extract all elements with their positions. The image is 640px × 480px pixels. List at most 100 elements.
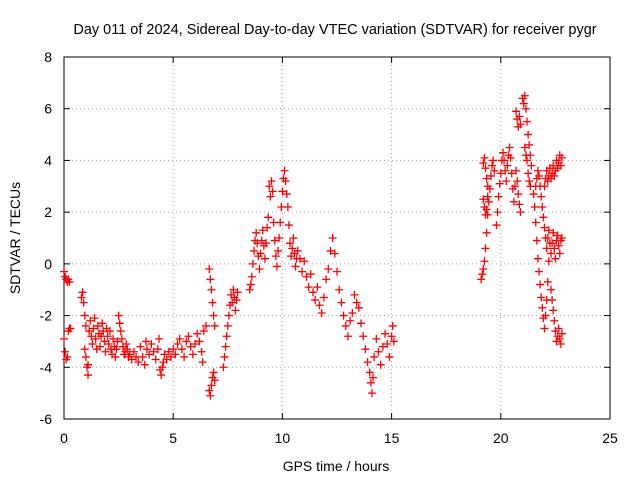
y-tick-label: -4 (40, 359, 53, 375)
data-point (266, 192, 275, 201)
data-point (255, 265, 264, 274)
data-point (264, 213, 273, 222)
data-point (544, 257, 553, 266)
data-point (357, 319, 366, 328)
x-tick-label: 20 (493, 430, 509, 446)
data-point (515, 200, 524, 209)
x-tick-label: 0 (60, 430, 68, 446)
y-tick-label: 4 (44, 152, 52, 168)
data-point (210, 376, 219, 385)
data-point (209, 311, 218, 320)
data-point (302, 272, 311, 281)
data-point (515, 112, 524, 121)
data-point (352, 298, 361, 307)
data-point (96, 342, 105, 351)
data-point (542, 244, 551, 253)
data-point (66, 324, 75, 333)
data-point (91, 334, 100, 343)
data-point (483, 182, 492, 191)
data-point (543, 234, 552, 242)
data-point (85, 327, 94, 336)
data-point (221, 342, 230, 351)
data-point (63, 352, 72, 361)
data-point (90, 314, 99, 323)
data-point (223, 321, 232, 330)
data-point (78, 288, 87, 297)
data-point (361, 345, 370, 354)
data-point (270, 236, 279, 245)
data-point (324, 265, 333, 274)
data-point (479, 159, 488, 168)
data-point (206, 391, 215, 400)
data-point (81, 352, 90, 361)
data-point (195, 337, 204, 346)
data-point (278, 187, 287, 196)
y-tick-label: 6 (44, 101, 52, 117)
data-point (193, 329, 202, 338)
data-point (535, 267, 544, 276)
data-point (513, 177, 522, 186)
data-point (129, 347, 138, 356)
data-point (378, 342, 387, 351)
data-point (112, 345, 121, 354)
data-point (478, 270, 487, 279)
data-point (498, 148, 507, 157)
data-point (551, 254, 560, 263)
data-point (147, 340, 156, 349)
data-point (182, 337, 191, 346)
data-point (480, 153, 489, 162)
data-point (284, 221, 293, 230)
data-point (228, 298, 237, 307)
data-point (481, 210, 490, 219)
data-point (89, 324, 98, 333)
data-point (514, 190, 523, 199)
data-point (167, 352, 176, 361)
data-point (103, 332, 112, 341)
data-point (493, 208, 502, 217)
data-point (77, 293, 86, 302)
data-point (367, 389, 376, 398)
data-point (308, 288, 317, 297)
data-point (365, 368, 374, 377)
data-point (483, 192, 492, 201)
data-point (209, 368, 218, 377)
data-point (208, 298, 217, 307)
data-point (479, 195, 488, 204)
data-point (205, 265, 214, 274)
data-point (525, 177, 534, 186)
data-point (533, 254, 542, 263)
data-point (253, 239, 262, 248)
data-point (304, 283, 313, 292)
data-point (258, 226, 267, 235)
data-point (383, 340, 392, 349)
y-tick-label: 2 (44, 204, 52, 220)
data-point (125, 350, 134, 359)
data-point (134, 358, 143, 367)
data-point (286, 239, 295, 248)
data-point (60, 267, 68, 276)
data-point (519, 99, 528, 108)
data-points (60, 91, 566, 400)
data-point (509, 197, 518, 206)
data-point (114, 311, 123, 320)
data-point (482, 205, 491, 214)
data-point (116, 327, 125, 336)
data-point (157, 371, 166, 380)
data-point (111, 352, 120, 361)
data-point (495, 179, 504, 188)
data-point (343, 332, 352, 341)
data-point (109, 334, 118, 343)
y-tick-label: -2 (40, 308, 53, 324)
data-point (197, 347, 206, 356)
data-point (507, 169, 516, 178)
data-point (506, 153, 515, 162)
data-point (527, 161, 536, 170)
data-point (389, 337, 398, 346)
data-point (80, 311, 89, 320)
data-point (175, 334, 184, 343)
data-point (205, 386, 214, 395)
data-point (288, 244, 297, 253)
data-point (363, 358, 372, 367)
plot-frame (63, 56, 611, 420)
data-point (141, 337, 150, 346)
